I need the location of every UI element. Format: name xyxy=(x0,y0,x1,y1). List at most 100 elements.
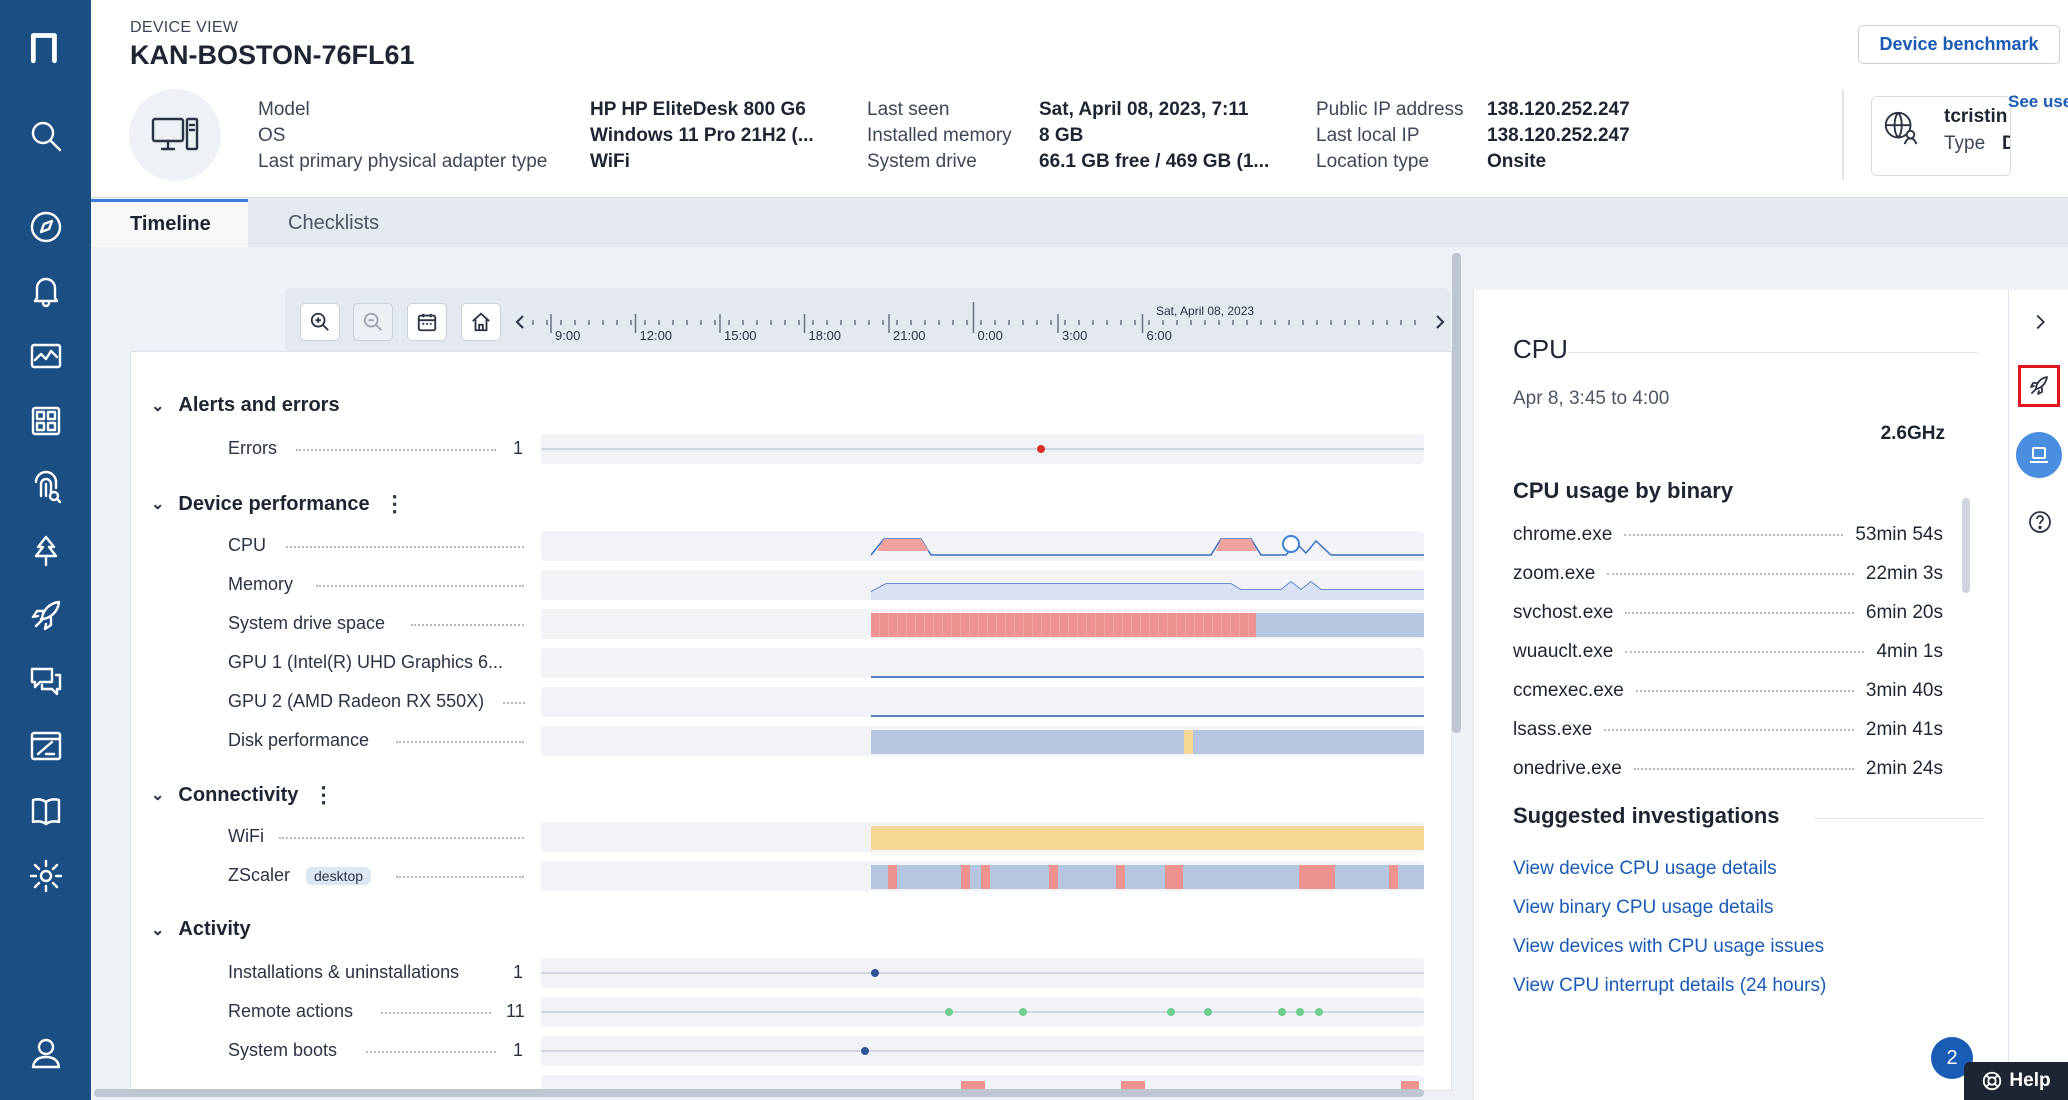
fingerprint-icon[interactable] xyxy=(18,458,73,513)
error-marker[interactable] xyxy=(1037,445,1045,453)
help-button[interactable]: Help xyxy=(1964,1062,2068,1100)
tree-icon[interactable] xyxy=(18,523,73,578)
binary-name: lsass.exe xyxy=(1513,719,1593,740)
grid-icon[interactable] xyxy=(18,393,73,448)
section-alerts[interactable]: ⌄ Alerts and errors xyxy=(151,394,340,417)
system-boots-track[interactable] xyxy=(541,1036,1424,1066)
search-icon[interactable] xyxy=(18,108,73,163)
chevron-down-icon[interactable]: ⌄ xyxy=(151,496,165,513)
calendar-button[interactable] xyxy=(407,303,447,341)
boot-marker[interactable] xyxy=(861,1047,869,1055)
scroll-right-icon[interactable] xyxy=(1436,315,1445,329)
installation-marker[interactable] xyxy=(871,969,879,977)
view-cpu-interrupt-link[interactable]: View CPU interrupt details (24 hours) xyxy=(1513,975,1827,996)
system-drive-track[interactable] xyxy=(541,609,1424,639)
list-item[interactable]: chrome.exe 53min 54s xyxy=(1513,524,1943,546)
installations-count: 1 xyxy=(513,962,524,982)
compass-icon[interactable] xyxy=(18,199,73,254)
list-item[interactable]: lsass.exe 2min 41s xyxy=(1513,719,1943,741)
list-item[interactable]: svchost.exe 6min 20s xyxy=(1513,602,1943,624)
tab-checklists[interactable]: Checklists xyxy=(288,211,380,234)
axis-tick-label: 0:00 xyxy=(978,328,1003,343)
device-header: DEVICE VIEW KAN-BOSTON-76FL61 Model OS L… xyxy=(91,0,2068,198)
gear-icon[interactable] xyxy=(18,848,73,903)
chevron-down-icon[interactable]: ⌄ xyxy=(151,397,165,415)
home-button[interactable] xyxy=(461,303,501,341)
list-item[interactable]: wuauclt.exe 4min 1s xyxy=(1513,641,1943,663)
memory-track[interactable] xyxy=(541,570,1424,600)
chat-icon[interactable] xyxy=(18,653,73,708)
chevron-down-icon[interactable]: ⌄ xyxy=(151,787,165,804)
section-device-performance[interactable]: ⌄ Device performance ⋮ xyxy=(151,491,406,517)
user-card[interactable]: tcristin Type D xyxy=(1871,96,2011,176)
zoom-out-button[interactable] xyxy=(353,303,393,341)
section-connectivity[interactable]: ⌄ Connectivity ⋮ xyxy=(151,782,334,808)
tab-timeline[interactable]: Timeline xyxy=(91,199,248,247)
wifi-track[interactable] xyxy=(541,822,1424,852)
rocket-icon[interactable] xyxy=(18,588,73,643)
section-title: Device performance xyxy=(178,492,370,515)
location-type-value: Onsite xyxy=(1487,151,1547,172)
row-label-remote-actions: Remote actions xyxy=(228,1001,354,1021)
next-row-track[interactable] xyxy=(541,1075,1424,1089)
adapter-label: Last primary physical adapter type xyxy=(258,151,548,172)
binary-time: 3min 40s xyxy=(1865,680,1943,701)
list-item[interactable]: onedrive.exe 2min 24s xyxy=(1513,758,1943,780)
help-question-button[interactable] xyxy=(2022,504,2058,540)
scroll-left-icon[interactable] xyxy=(515,315,524,329)
binary-time: 4min 1s xyxy=(1876,641,1943,662)
nexthink-logo[interactable] xyxy=(18,18,73,73)
device-view-button[interactable] xyxy=(2016,432,2062,478)
binary-time: 22min 3s xyxy=(1865,563,1943,584)
axis-tick-label: 21:00 xyxy=(893,328,926,343)
user-type-label: Type xyxy=(1944,133,1986,154)
view-binary-cpu-link[interactable]: View binary CPU usage details xyxy=(1513,897,1774,918)
os-value: Windows 11 Pro 21H2 (... xyxy=(590,125,814,146)
suggested-heading: Suggested investigations xyxy=(1513,803,1780,828)
row-label-gpu2: GPU 2 (AMD Radeon RX 550X) xyxy=(228,691,485,711)
remote-actions-track[interactable] xyxy=(541,997,1424,1027)
bell-icon[interactable] xyxy=(18,262,73,317)
binary-heading: CPU usage by binary xyxy=(1513,478,1734,503)
see-users-link[interactable]: See users (1) xyxy=(2008,92,2068,111)
collapse-panel-button[interactable] xyxy=(2022,304,2058,340)
disk-track[interactable] xyxy=(541,726,1424,756)
row-label-zscaler: ZScaler xyxy=(228,865,291,885)
timeline-axis[interactable]: Sat, April 08, 2023 9:00 12:00 15:00 18:00 2… xyxy=(513,298,1450,348)
gpu2-track[interactable] xyxy=(541,687,1424,717)
home-icon xyxy=(472,312,490,332)
view-device-cpu-link[interactable]: View device CPU usage details xyxy=(1513,858,1777,879)
zoom-in-icon xyxy=(310,312,329,331)
timeline-vertical-scrollbar[interactable] xyxy=(1452,253,1461,733)
binary-list-scrollbar[interactable] xyxy=(1962,498,1970,593)
errors-count: 1 xyxy=(513,438,524,458)
chevron-down-icon[interactable]: ⌄ xyxy=(151,921,165,939)
list-item[interactable]: zoom.exe 22min 3s xyxy=(1513,563,1943,585)
section-activity[interactable]: ⌄ Activity xyxy=(151,918,251,941)
view-devices-cpu-issues-link[interactable]: View devices with CPU usage issues xyxy=(1513,936,1825,957)
cpu-track[interactable] xyxy=(541,531,1424,561)
zoom-in-button[interactable] xyxy=(300,303,340,341)
help-label: Help xyxy=(2009,1070,2051,1091)
cpu-selection-marker[interactable] xyxy=(1282,535,1300,553)
gpu1-track[interactable] xyxy=(541,648,1424,678)
kebab-menu-icon[interactable]: ⋮ xyxy=(312,782,335,807)
axis-tick-label: 12:00 xyxy=(640,328,673,343)
device-benchmark-button[interactable]: Device benchmark xyxy=(1858,25,2060,64)
kebab-menu-icon[interactable]: ⋮ xyxy=(383,491,406,516)
desktop-icon xyxy=(151,117,199,151)
zscaler-track[interactable] xyxy=(541,861,1424,891)
installations-track[interactable] xyxy=(541,958,1424,988)
remote-action-button[interactable] xyxy=(2018,365,2060,407)
timeline-horizontal-scrollbar[interactable] xyxy=(94,1089,1424,1097)
user-icon[interactable] xyxy=(18,1025,73,1080)
errors-track[interactable] xyxy=(541,434,1424,464)
binary-time: 6min 20s xyxy=(1865,602,1943,623)
list-item[interactable]: ccmexec.exe 3min 40s xyxy=(1513,680,1943,702)
right-action-strip xyxy=(2008,290,2068,1100)
book-icon[interactable] xyxy=(18,783,73,838)
binary-time: 2min 41s xyxy=(1865,719,1943,740)
last-seen-label: Last seen xyxy=(867,99,950,120)
report-icon[interactable] xyxy=(18,718,73,773)
dashboard-icon[interactable] xyxy=(18,328,73,383)
